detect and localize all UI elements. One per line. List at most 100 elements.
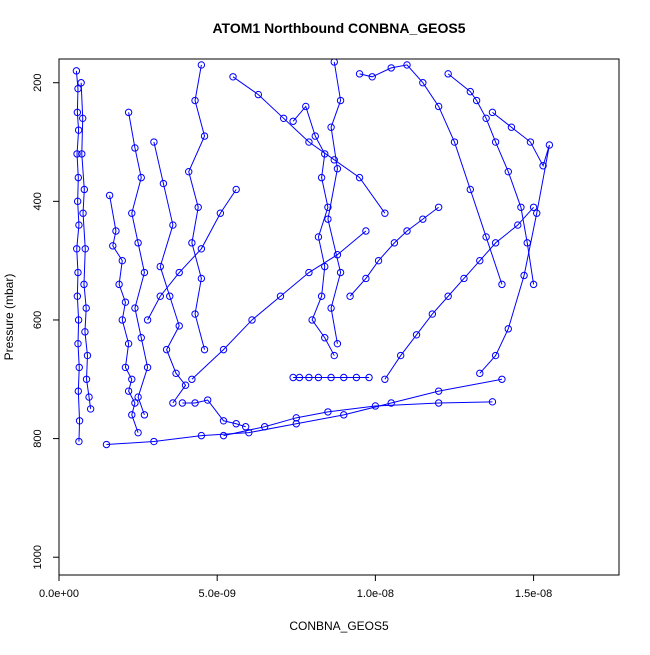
- series-line-18: [232, 76, 386, 214]
- data-point-6-3: [200, 132, 209, 140]
- data-point-11-2: [302, 102, 310, 111]
- data-point-16-4: [428, 310, 437, 318]
- data-point-6-2: [191, 96, 199, 105]
- data-point-4-5: [134, 239, 142, 247]
- data-point-1-16: [75, 417, 84, 425]
- data-point-12-6: [336, 268, 345, 277]
- data-point-13-5: [419, 79, 427, 87]
- data-point-20-1: [143, 316, 152, 324]
- data-point-16-8: [491, 239, 500, 247]
- data-point-3-9: [121, 363, 130, 372]
- data-point-6-7: [197, 274, 206, 283]
- y-tick-label-2: 400: [32, 192, 44, 210]
- data-point-9-3: [197, 431, 206, 440]
- data-point-18-7: [381, 209, 389, 217]
- data-point-13-8: [466, 185, 474, 194]
- data-point-3-1: [105, 191, 114, 200]
- data-point-2-10: [83, 351, 92, 360]
- data-point-2-5: [79, 209, 87, 217]
- data-point-18-6: [355, 173, 364, 182]
- data-point-16-3: [412, 331, 421, 339]
- data-point-4-1: [124, 108, 133, 117]
- data-point-11-12: [330, 351, 338, 360]
- chart-title: ATOM1 Northbound CONBNA_GEOS5: [212, 20, 465, 36]
- data-point-11-7: [314, 233, 323, 241]
- data-point-17-3: [374, 256, 383, 265]
- data-point-8-7: [488, 398, 497, 406]
- data-point-16-7: [476, 256, 484, 265]
- series-line-14: [447, 73, 535, 285]
- data-point-3-11: [124, 387, 133, 395]
- data-point-5-1: [150, 138, 158, 146]
- series-line-7: [182, 399, 246, 428]
- data-point-12-3: [327, 123, 335, 131]
- data-point-11-11: [321, 334, 329, 342]
- data-point-16-9: [514, 221, 522, 229]
- data-point-1-5: [73, 150, 81, 158]
- data-point-10-6: [340, 373, 348, 382]
- x-tick-label-3: 1.0e-08: [357, 588, 394, 600]
- data-point-12-2: [336, 96, 345, 105]
- data-point-2-1: [77, 79, 85, 87]
- data-point-11-6: [324, 203, 332, 211]
- data-point-20-5: [216, 209, 225, 217]
- data-point-3-6: [121, 298, 130, 306]
- data-point-6-6: [188, 239, 196, 247]
- data-point-11-3: [311, 132, 319, 140]
- series-line-2: [80, 82, 92, 409]
- series-line-16: [384, 206, 534, 380]
- data-point-13-10: [498, 280, 506, 289]
- data-point-19-4: [276, 292, 285, 300]
- data-point-15-5: [545, 141, 554, 149]
- data-point-14-1: [444, 70, 452, 78]
- data-point-5-6: [175, 322, 183, 330]
- data-point-17-6: [419, 215, 427, 223]
- series-line-4: [128, 112, 149, 416]
- data-point-7-1: [178, 399, 187, 407]
- data-point-1-14: [75, 363, 83, 372]
- data-point-6-5: [194, 203, 202, 211]
- data-point-1-11: [73, 292, 82, 300]
- data-point-17-5: [403, 227, 411, 235]
- data-point-11-10: [308, 316, 316, 324]
- data-point-5-4: [156, 262, 164, 271]
- data-point-3-2: [112, 227, 120, 235]
- data-point-17-4: [390, 239, 399, 247]
- data-point-5-3: [169, 221, 177, 229]
- data-point-1-3: [73, 108, 82, 117]
- data-point-20-2: [156, 292, 164, 300]
- data-point-7-5: [232, 420, 240, 428]
- data-point-13-1: [355, 70, 364, 78]
- data-point-15-9: [491, 351, 500, 360]
- x-tick-label-1: 0.0e+00: [39, 588, 79, 600]
- data-point-4-4: [128, 209, 136, 217]
- data-point-1-9: [73, 245, 81, 253]
- data-point-12-1: [330, 59, 338, 66]
- data-point-9-6: [340, 411, 348, 419]
- data-point-3-14: [134, 428, 142, 437]
- data-point-10-4: [314, 373, 323, 382]
- data-point-19-7: [362, 227, 370, 235]
- data-point-2-9: [81, 328, 89, 336]
- data-point-12-8: [333, 339, 342, 348]
- data-point-3-8: [124, 339, 133, 348]
- data-point-15-1: [488, 108, 497, 117]
- data-point-14-6: [504, 167, 512, 176]
- data-point-12-7: [327, 304, 335, 312]
- data-point-4-10: [134, 393, 142, 401]
- data-point-1-1: [72, 67, 81, 75]
- data-point-14-4: [482, 114, 490, 123]
- data-point-16-10: [529, 203, 538, 211]
- series-line-8: [223, 401, 493, 437]
- data-point-2-11: [82, 375, 91, 383]
- data-point-15-10: [476, 369, 484, 378]
- data-point-11-9: [317, 292, 326, 300]
- plot-frame: [58, 58, 620, 576]
- data-point-8-4: [324, 408, 332, 416]
- data-point-7-3: [204, 396, 212, 404]
- data-point-20-3: [175, 268, 183, 277]
- x-tick-label-4: 1.5e-08: [515, 588, 552, 600]
- data-point-15-8: [504, 325, 512, 333]
- data-point-19-1: [188, 375, 196, 383]
- data-point-10-3: [305, 373, 313, 382]
